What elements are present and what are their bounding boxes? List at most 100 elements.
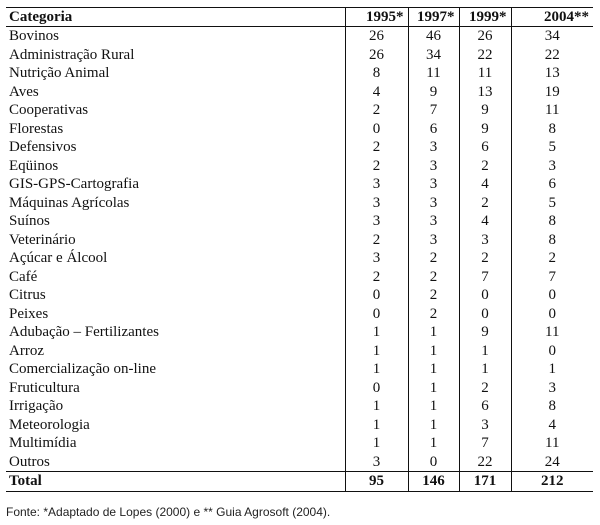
row-category: Outros	[9, 453, 50, 470]
table-row: Máquinas Agrícolas 3 3 2 5	[6, 193, 593, 212]
row-value-1997: 1	[407, 434, 459, 453]
row-value-1997: 3	[407, 138, 459, 157]
row-value-1995: 3	[344, 452, 408, 472]
data-table-container: Categoria 1995* 1997* 1999* 2004** Bovin…	[6, 7, 593, 492]
table-row: Peixes 0 2 0 0	[6, 304, 593, 323]
row-value-1999: 7	[458, 267, 511, 286]
row-value-1999: 26	[458, 26, 511, 46]
header-categoria: Categoria	[9, 9, 73, 25]
table-row: Aves 4 9 13 19	[6, 82, 593, 101]
table-row: Eqüinos 2 3 2 3	[6, 156, 593, 175]
row-value-2004: 8	[510, 230, 593, 249]
row-value-2004: 0	[510, 341, 593, 360]
row-value-1997: 2	[407, 267, 459, 286]
header-1999: 1999*	[458, 7, 511, 27]
table-row: Comercialização on-line 1 1 1 1	[6, 360, 593, 379]
table-row: Arroz 1 1 1 0	[6, 341, 593, 360]
header-2004: 2004**	[510, 7, 593, 27]
row-value-1997: 3	[407, 156, 459, 175]
row-value-1995: 1	[344, 434, 408, 453]
row-category: Nutrição Animal	[9, 65, 110, 81]
row-value-1999: 3	[458, 415, 511, 434]
row-value-1997: 3	[407, 175, 459, 194]
row-value-2004: 11	[510, 323, 593, 342]
row-value-1999: 2	[458, 378, 511, 397]
row-value-1995: 1	[344, 397, 408, 416]
row-category: Arroz	[9, 342, 44, 359]
row-value-2004: 19	[510, 82, 593, 101]
row-value-2004: 1	[510, 360, 593, 379]
row-value-1999: 11	[458, 64, 511, 83]
category-table: Categoria 1995* 1997* 1999* 2004** Bovin…	[6, 7, 593, 492]
row-category: Açúcar e Álcool	[9, 250, 108, 266]
row-value-1997: 1	[407, 378, 459, 397]
row-value-1995: 26	[344, 26, 408, 46]
row-category: Comercialização on-line	[9, 361, 157, 377]
table-row: Adubação – Fertilizantes 1 1 9 11	[6, 323, 593, 342]
row-value-1995: 4	[344, 82, 408, 101]
table-row: Suínos 3 3 4 8	[6, 212, 593, 231]
row-category: Administração Rural	[9, 46, 135, 63]
table-row: GIS-GPS-Cartografia 3 3 4 6	[6, 175, 593, 194]
row-category: GIS-GPS-Cartografia	[9, 176, 139, 192]
row-category: Irrigação	[9, 398, 64, 414]
row-value-1997: 3	[407, 212, 459, 231]
row-value-2004: 22	[510, 45, 593, 64]
row-value-2004: 8	[510, 397, 593, 416]
row-value-1997: 2	[407, 304, 459, 323]
total-row: Total 95 146 171 212	[6, 471, 593, 492]
table-header-row: Categoria 1995* 1997* 1999* 2004**	[6, 7, 593, 27]
row-value-2004: 34	[510, 26, 593, 46]
table-row: Irrigação 1 1 6 8	[6, 397, 593, 416]
table-row: Fruticultura 0 1 2 3	[6, 378, 593, 397]
row-category: Multimídia	[9, 435, 77, 451]
row-category: Meteorologia	[9, 416, 90, 433]
table-row: Açúcar e Álcool 3 2 2 2	[6, 249, 593, 268]
row-value-1995: 2	[344, 138, 408, 157]
table-row: Veterinário 2 3 3 8	[6, 230, 593, 249]
row-category: Citrus	[9, 287, 46, 303]
total-label: Total	[9, 473, 42, 489]
row-value-2004: 11	[510, 434, 593, 453]
row-value-1997: 2	[407, 286, 459, 305]
table-row: Florestas 0 6 9 8	[6, 119, 593, 138]
row-value-1999: 9	[458, 323, 511, 342]
row-value-1997: 1	[407, 415, 459, 434]
row-value-2004: 11	[510, 101, 593, 120]
row-value-1999: 4	[458, 175, 511, 194]
row-value-2004: 24	[510, 452, 593, 472]
row-category: Defensivos	[9, 139, 77, 155]
table-row: Citrus 0 2 0 0	[6, 286, 593, 305]
row-value-1995: 3	[344, 175, 408, 194]
table-row: Administração Rural 26 34 22 22	[6, 45, 593, 64]
row-value-1999: 4	[458, 212, 511, 231]
table-row: Cooperativas 2 7 9 11	[6, 101, 593, 120]
row-value-2004: 5	[510, 138, 593, 157]
row-category: Peixes	[9, 305, 49, 322]
row-value-1997: 2	[407, 249, 459, 268]
row-value-2004: 13	[510, 64, 593, 83]
row-value-1997: 9	[407, 82, 459, 101]
table-row: Nutrição Animal 8 11 11 13	[6, 64, 593, 83]
row-value-1999: 9	[458, 119, 511, 138]
row-category: Fruticultura	[9, 379, 80, 396]
row-category: Cooperativas	[9, 102, 89, 118]
header-1995: 1995*	[344, 7, 408, 27]
row-category: Café	[9, 268, 38, 285]
header-1997: 1997*	[407, 7, 459, 27]
row-value-1997: 34	[407, 45, 459, 64]
row-value-1995: 0	[344, 304, 408, 323]
row-value-1995: 1	[344, 360, 408, 379]
row-value-1997: 1	[407, 341, 459, 360]
row-category: Veterinário	[9, 231, 76, 248]
row-value-1995: 3	[344, 212, 408, 231]
row-value-2004: 4	[510, 415, 593, 434]
row-value-1999: 2	[458, 193, 511, 212]
row-value-1995: 2	[344, 267, 408, 286]
row-category: Florestas	[9, 120, 64, 137]
row-category: Adubação – Fertilizantes	[9, 324, 159, 340]
row-value-1995: 2	[344, 156, 408, 175]
row-value-1995: 0	[344, 378, 408, 397]
row-value-1995: 8	[344, 64, 408, 83]
row-value-1999: 6	[458, 397, 511, 416]
